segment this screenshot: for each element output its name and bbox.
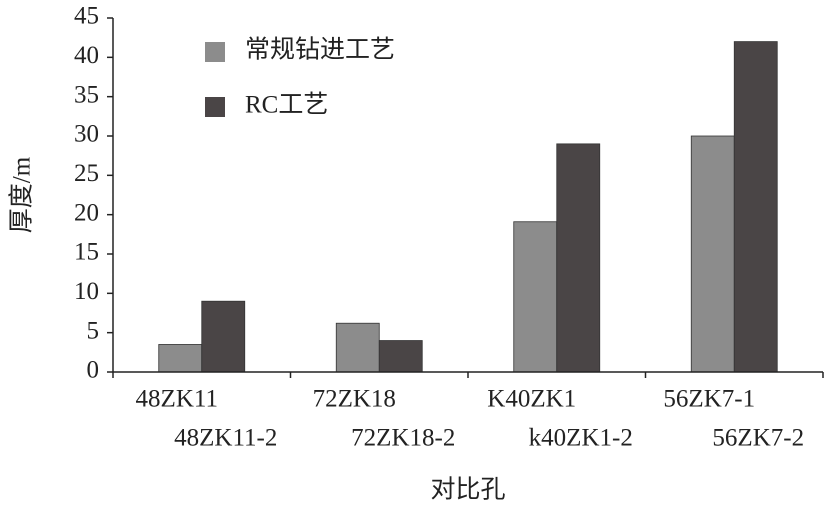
- y-tick-label: 5: [87, 317, 100, 344]
- bar: [513, 221, 558, 373]
- x-tick-label: K40ZK1: [487, 386, 576, 413]
- y-tick-label: 25: [74, 160, 99, 187]
- y-tick-label: 0: [87, 357, 100, 384]
- x-tick-label: 48ZK11: [136, 386, 218, 413]
- legend-label: 常规钻进工艺: [245, 36, 395, 64]
- legend-swatch: [205, 97, 225, 117]
- bar: [733, 41, 778, 373]
- bar: [335, 322, 380, 373]
- bar: [556, 143, 601, 373]
- x-tick-label: 56ZK7-2: [712, 425, 804, 452]
- y-tick-label: 30: [74, 121, 99, 148]
- y-tick-label: 40: [74, 42, 99, 69]
- x-tick-label: 72ZK18: [313, 386, 396, 413]
- y-tick-label: 10: [74, 278, 99, 305]
- bar: [378, 340, 423, 373]
- x-tick-label: 48ZK11-2: [174, 425, 277, 452]
- y-tick-label: 45: [74, 3, 99, 30]
- y-tick-label: 20: [74, 199, 99, 226]
- bar: [158, 344, 203, 373]
- bar: [201, 300, 246, 373]
- legend-label: RC工艺: [245, 91, 328, 119]
- y-axis-label: 厚度/m: [8, 156, 36, 233]
- y-tick-label: 15: [74, 239, 99, 266]
- x-tick-label: 56ZK7-1: [663, 386, 755, 413]
- y-tick-label: 35: [74, 81, 99, 108]
- legend-swatch: [205, 42, 225, 62]
- x-axis-label: 对比孔: [430, 476, 505, 504]
- bar: [690, 135, 735, 373]
- x-tick-label: 72ZK18-2: [351, 425, 455, 452]
- x-tick-label: k40ZK1-2: [529, 425, 633, 452]
